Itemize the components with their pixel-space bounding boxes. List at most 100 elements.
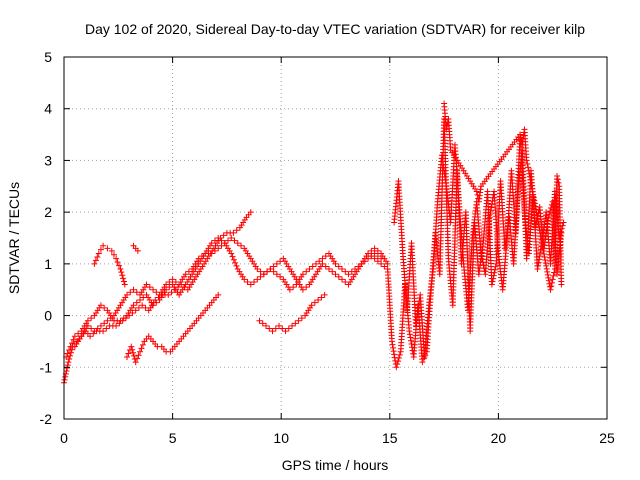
data-point-interp: [66, 356, 73, 363]
data-point-interp: [130, 349, 137, 356]
data-point-interp: [390, 348, 397, 355]
data-point: [299, 271, 306, 278]
data-point: [319, 260, 326, 267]
data-point-interp: [125, 350, 132, 357]
data-point-interp: [408, 341, 415, 348]
data-point-interp: [478, 253, 485, 260]
data-point: [525, 167, 532, 174]
data-point: [554, 172, 561, 179]
data-point: [332, 260, 339, 267]
x-tick-label: 10: [273, 430, 289, 446]
data-point-interp: [279, 325, 286, 332]
data-point-interp: [492, 263, 499, 270]
data-point-interp: [335, 263, 342, 270]
data-point: [286, 286, 293, 293]
data-point: [65, 359, 72, 366]
data-point: [143, 281, 150, 288]
data-point: [260, 271, 267, 278]
data-point: [123, 353, 130, 360]
data-point: [308, 302, 315, 309]
axis-ticks: [63, 56, 608, 420]
data-point-interp: [130, 352, 137, 359]
data-point-interp: [395, 354, 402, 361]
data-point-interp: [528, 182, 535, 189]
x-tick-label: 5: [169, 430, 177, 446]
data-point-interp: [555, 179, 562, 186]
data-point-interp: [139, 341, 146, 348]
data-point: [91, 260, 98, 267]
data-point-interp: [541, 254, 548, 261]
data-point: [523, 157, 530, 164]
y-tick-label: -1: [40, 359, 53, 375]
data-point: [282, 328, 289, 335]
y-tick-label: -2: [40, 411, 53, 427]
data-point-interp: [120, 278, 127, 285]
data-point: [254, 276, 261, 283]
data-point-interp: [218, 237, 225, 244]
data-point-interp: [101, 320, 108, 327]
data-point: [384, 260, 391, 267]
data-point-interp: [381, 263, 388, 270]
data-point-interp: [550, 272, 557, 279]
data-point: [150, 302, 157, 309]
data-point-interp: [244, 278, 251, 285]
data-point: [488, 281, 495, 288]
data-point-interp: [285, 325, 292, 332]
data-point-interp: [540, 248, 547, 255]
data-point-interp: [68, 340, 75, 347]
data-point: [306, 266, 313, 273]
data-point-interp: [90, 330, 97, 337]
data-point: [87, 333, 94, 340]
data-point-interp: [264, 268, 271, 275]
data-point-interp: [543, 262, 550, 269]
data-point: [406, 328, 413, 335]
data-point: [473, 188, 480, 195]
data-point: [208, 240, 215, 247]
data-point: [478, 250, 485, 257]
data-point-interp: [488, 204, 495, 211]
data-point: [100, 328, 107, 335]
data-point-interp: [232, 259, 239, 266]
data-point: [130, 286, 137, 293]
data-point-interp: [537, 233, 544, 240]
data-point: [100, 242, 107, 249]
data-point-interp: [529, 185, 536, 192]
data-point-interp: [544, 271, 551, 278]
data-point-interp: [529, 188, 536, 195]
data-point: [254, 266, 261, 273]
data-point-interp: [185, 268, 192, 275]
data-point: [117, 266, 124, 273]
data-point-interp: [487, 207, 494, 214]
data-point-interp: [538, 236, 545, 243]
data-point-interp: [557, 228, 564, 235]
data-point-interp: [238, 242, 245, 249]
data-point: [132, 307, 139, 314]
data-point-interp: [535, 221, 542, 228]
data-point: [393, 364, 400, 371]
x-tick-label: 25: [599, 430, 615, 446]
data-point-interp: [530, 194, 537, 201]
data-point-interp: [489, 278, 496, 285]
data-point: [262, 322, 269, 329]
data-point: [517, 131, 524, 138]
data-point-interp: [368, 253, 375, 260]
data-point: [486, 214, 493, 221]
data-point: [247, 281, 254, 288]
data-point: [558, 281, 565, 288]
data-point: [195, 255, 202, 262]
data-point-interp: [544, 268, 551, 275]
data-point-interp: [298, 315, 305, 322]
data-point: [71, 333, 78, 340]
data-point-interp: [535, 218, 542, 225]
data-point-interp: [120, 275, 127, 282]
data-point-interp: [70, 336, 77, 343]
data-point-interp: [266, 325, 273, 332]
data-point-interp: [526, 170, 533, 177]
data-point-interp: [527, 176, 534, 183]
data-point-interp: [542, 256, 549, 263]
data-point-interp: [531, 197, 538, 204]
data-point: [267, 266, 274, 273]
data-point: [132, 359, 139, 366]
data-point-interp: [220, 232, 227, 239]
data-point-interp: [224, 237, 231, 244]
